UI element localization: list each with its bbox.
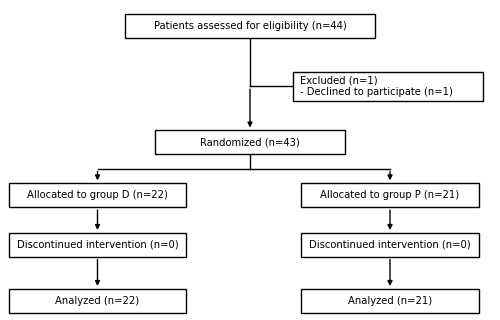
FancyBboxPatch shape (155, 130, 345, 154)
FancyBboxPatch shape (125, 13, 375, 37)
Text: Allocated to group P (n=21): Allocated to group P (n=21) (320, 190, 460, 200)
Text: Analyzed (n=22): Analyzed (n=22) (56, 296, 140, 306)
FancyBboxPatch shape (301, 183, 479, 207)
Text: Allocated to group D (n=22): Allocated to group D (n=22) (27, 190, 168, 200)
FancyBboxPatch shape (9, 289, 186, 313)
Text: Analyzed (n=21): Analyzed (n=21) (348, 296, 432, 306)
FancyBboxPatch shape (9, 183, 186, 207)
FancyBboxPatch shape (292, 72, 482, 101)
Text: Patients assessed for eligibility (n=44): Patients assessed for eligibility (n=44) (154, 20, 346, 31)
FancyBboxPatch shape (9, 233, 186, 257)
Text: Randomized (n=43): Randomized (n=43) (200, 137, 300, 148)
FancyBboxPatch shape (301, 233, 479, 257)
Text: Discontinued intervention (n=0): Discontinued intervention (n=0) (16, 240, 178, 250)
Text: Excluded (n=1)
- Declined to participate (n=1): Excluded (n=1) - Declined to participate… (300, 76, 453, 97)
Text: Discontinued intervention (n=0): Discontinued intervention (n=0) (309, 240, 471, 250)
FancyBboxPatch shape (301, 289, 479, 313)
